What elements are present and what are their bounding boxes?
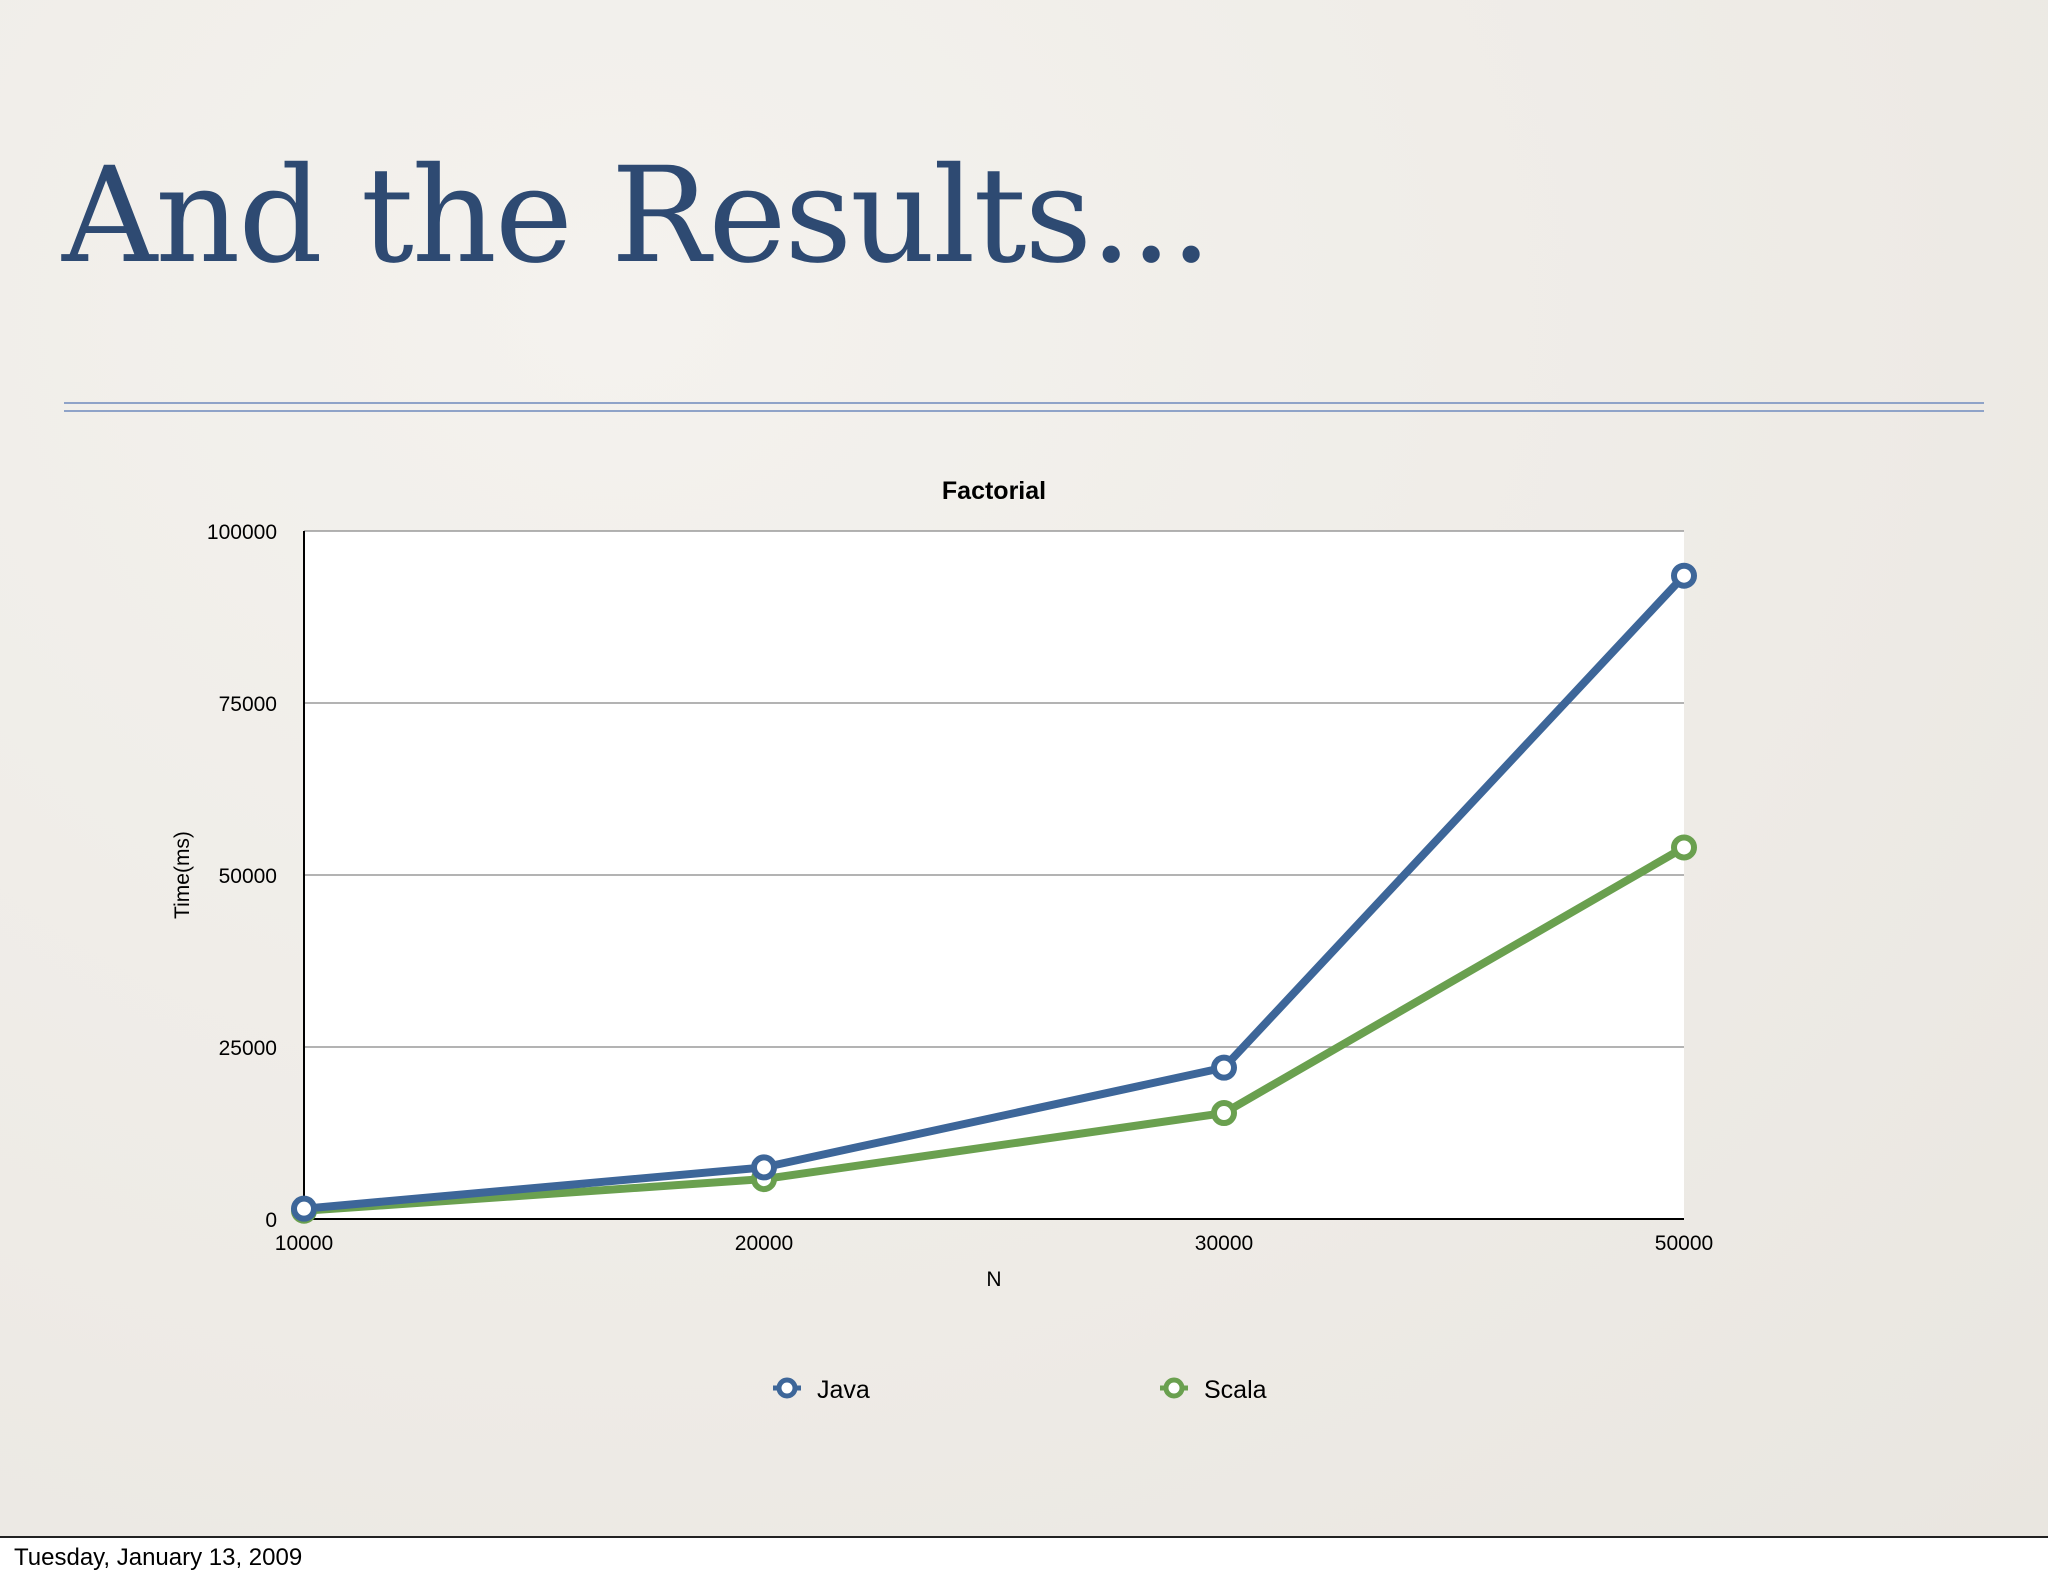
y-tick-label: 50000 [219, 865, 277, 888]
y-tick-label: 100000 [207, 521, 277, 544]
data-point-java [751, 1154, 777, 1181]
y-axis-label: Time(ms) [171, 831, 194, 919]
y-tick-label: 25000 [219, 1037, 277, 1060]
series-line-scala [300, 843, 1688, 1215]
legend-label: Java [817, 1376, 870, 1404]
y-tick-label: 0 [265, 1209, 277, 1232]
title-rule-bottom [64, 410, 1984, 412]
x-tick-label: 30000 [1195, 1232, 1253, 1255]
title-rule-top [64, 402, 1984, 404]
legend-swatch-marker [776, 1377, 798, 1399]
y-tick-label: 75000 [219, 693, 277, 716]
data-point-scala [1671, 834, 1697, 861]
slide: And the Results... 0 25000 50000 75000 10000… [0, 0, 2048, 1536]
x-tick-label: 50000 [1655, 1232, 1713, 1255]
x-axis-label: N [986, 1268, 1001, 1291]
data-point-java [1671, 562, 1697, 589]
chart-title: Factorial [942, 477, 1046, 505]
data-point-scala [1211, 1100, 1237, 1127]
footer-date: Tuesday, January 13, 2009 [14, 1544, 303, 1571]
data-point-java [1211, 1054, 1237, 1081]
legend-label: Scala [1204, 1376, 1267, 1404]
x-tick-label: 20000 [735, 1232, 793, 1255]
footer-bar: Tuesday, January 13, 2009 [0, 1536, 2048, 1578]
data-point-java [291, 1195, 317, 1222]
factorial-chart: 0 25000 50000 75000 100000 10000 20000 30000 500… [171, 477, 1713, 1404]
slide-title: And the Results... [62, 139, 1212, 293]
legend-swatch-marker [1163, 1377, 1185, 1399]
series-line-java [300, 571, 1688, 1213]
x-tick-label: 10000 [275, 1232, 333, 1255]
